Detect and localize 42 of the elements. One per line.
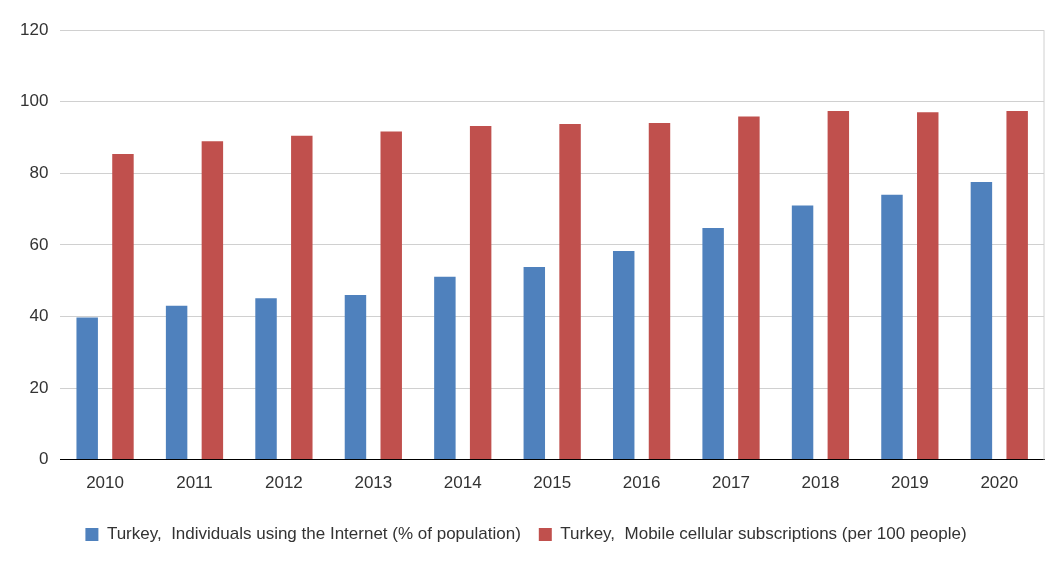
x-tick-label: 2017 xyxy=(712,473,750,493)
bar xyxy=(738,116,760,460)
y-tick-label: 100 xyxy=(19,91,49,111)
bar xyxy=(970,181,993,460)
x-tick-label: 2014 xyxy=(443,473,482,493)
y-tick-label: 60 xyxy=(29,234,49,254)
bar xyxy=(291,135,313,460)
bar xyxy=(881,194,903,460)
bar xyxy=(791,205,814,460)
bar xyxy=(648,122,671,460)
y-tick-label: 0 xyxy=(38,449,49,469)
bar xyxy=(76,317,98,460)
bar xyxy=(469,126,492,460)
y-tick-label: 120 xyxy=(19,19,49,39)
bar xyxy=(1006,111,1028,460)
x-tick-label: 2015 xyxy=(533,473,572,493)
bar xyxy=(559,123,581,460)
bar xyxy=(255,298,277,460)
bar xyxy=(702,228,724,460)
y-tick-label: 40 xyxy=(29,306,49,326)
bar xyxy=(112,154,134,460)
x-tick-label: 2010 xyxy=(86,473,124,493)
bar xyxy=(201,141,224,460)
legend-label: Turkey, Individuals using the Internet (% of population) xyxy=(106,524,521,544)
x-tick-label: 2013 xyxy=(354,473,393,493)
x-tick-label: 2019 xyxy=(890,473,929,493)
bar xyxy=(165,305,188,460)
bar xyxy=(917,112,939,460)
bar xyxy=(344,295,367,460)
y-tick-label: 20 xyxy=(29,377,49,397)
x-tick-label: 2016 xyxy=(622,473,661,493)
bar xyxy=(523,267,546,460)
bar xyxy=(434,276,456,460)
y-tick-label: 80 xyxy=(29,163,49,183)
legend-label: Turkey, Mobile cellular subscriptions (per 100 people) xyxy=(560,524,967,544)
x-tick-label: 2012 xyxy=(265,473,303,493)
bar xyxy=(827,111,850,460)
bar xyxy=(612,250,635,460)
bar xyxy=(380,131,402,460)
x-tick-label: 2018 xyxy=(801,473,840,493)
x-tick-label: 2011 xyxy=(176,473,213,493)
x-tick-label: 2020 xyxy=(980,473,1019,493)
